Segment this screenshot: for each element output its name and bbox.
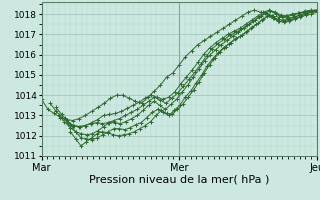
X-axis label: Pression niveau de la mer( hPa ): Pression niveau de la mer( hPa ) (89, 174, 269, 184)
